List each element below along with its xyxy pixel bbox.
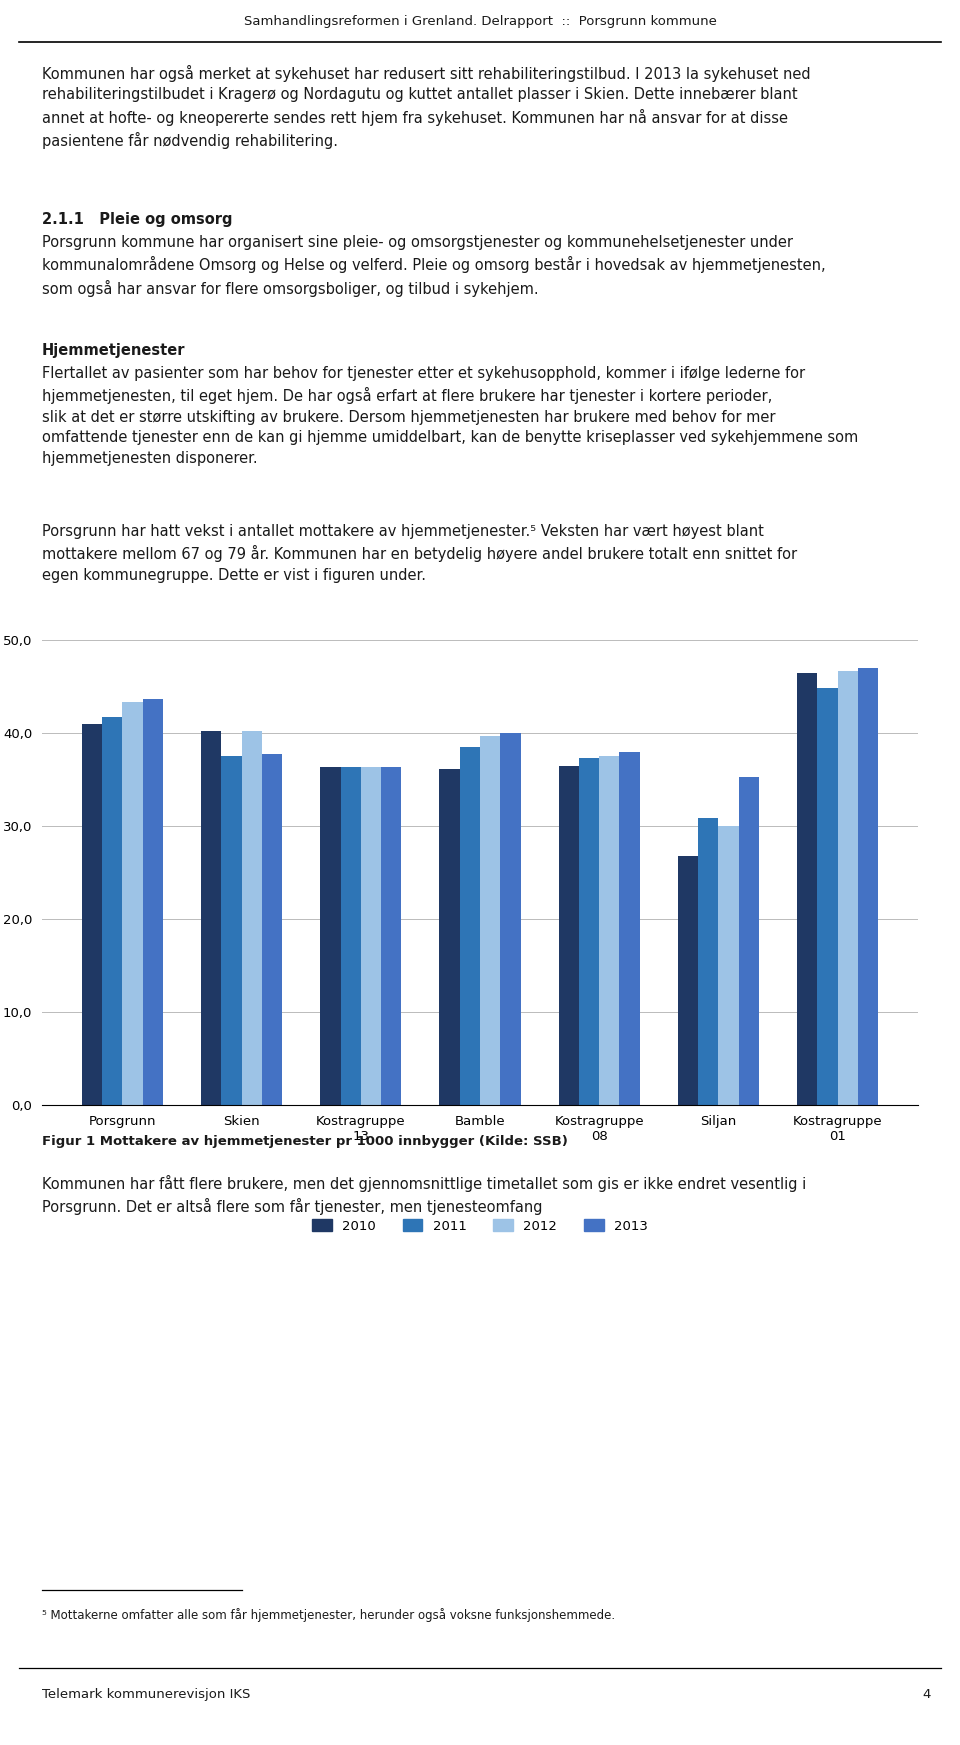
Text: Kommunen har også merket at sykehuset har redusert sitt rehabiliteringstilbud. I: Kommunen har også merket at sykehuset ha… <box>42 65 810 148</box>
Text: Flertallet av pasienter som har behov for tjenester etter et sykehusopphold, kom: Flertallet av pasienter som har behov fo… <box>42 366 858 466</box>
Bar <box>341 768 361 1105</box>
Bar <box>321 768 341 1105</box>
Bar <box>102 717 122 1105</box>
Bar <box>381 768 401 1105</box>
Bar <box>460 747 480 1105</box>
Text: Telemark kommunerevisjon IKS: Telemark kommunerevisjon IKS <box>42 1687 251 1701</box>
Bar <box>559 766 579 1105</box>
Bar <box>738 777 759 1105</box>
Bar <box>838 670 858 1105</box>
Bar <box>599 756 619 1105</box>
Text: Figur 1 Mottakere av hjemmetjenester pr 1000 innbygger (Kilde: SSB): Figur 1 Mottakere av hjemmetjenester pr … <box>42 1134 568 1148</box>
Bar <box>440 770 460 1105</box>
Legend: 2010, 2011, 2012, 2013: 2010, 2011, 2012, 2013 <box>307 1215 653 1237</box>
Text: ⁵ Mottakerne omfatter alle som får hjemmetjenester, herunder også voksne funksjo: ⁵ Mottakerne omfatter alle som får hjemm… <box>42 1607 615 1621</box>
Bar <box>222 756 242 1105</box>
Text: Porsgrunn kommune har organisert sine pleie- og omsorgstjenester og kommunehelse: Porsgrunn kommune har organisert sine pl… <box>42 236 826 297</box>
Bar <box>858 668 878 1105</box>
Bar <box>619 752 639 1105</box>
Bar <box>480 736 500 1105</box>
Text: Samhandlingsreformen i Grenland. Delrapport  ::  Porsgrunn kommune: Samhandlingsreformen i Grenland. Delrapp… <box>244 16 716 28</box>
Text: Porsgrunn har hatt vekst i antallet mottakere av hjemmetjenester.⁵ Veksten har v: Porsgrunn har hatt vekst i antallet mott… <box>42 524 797 583</box>
Bar <box>698 818 718 1105</box>
Text: Kommunen har fått flere brukere, men det gjennomsnittlige timetallet som gis er : Kommunen har fått flere brukere, men det… <box>42 1174 806 1215</box>
Bar <box>678 855 698 1105</box>
Text: 4: 4 <box>923 1687 931 1701</box>
Bar <box>579 757 599 1105</box>
Bar <box>122 701 143 1105</box>
Bar <box>262 754 282 1105</box>
Bar <box>718 825 738 1105</box>
Text: 2.1.1   Pleie og omsorg: 2.1.1 Pleie og omsorg <box>42 211 232 227</box>
Bar <box>242 731 262 1105</box>
Bar <box>797 672 817 1105</box>
Bar <box>82 724 102 1105</box>
Bar <box>201 731 222 1105</box>
Text: Hjemmetjenester: Hjemmetjenester <box>42 344 185 358</box>
Bar <box>143 698 163 1105</box>
Bar <box>500 733 520 1105</box>
Bar <box>817 688 838 1105</box>
Bar <box>361 768 381 1105</box>
